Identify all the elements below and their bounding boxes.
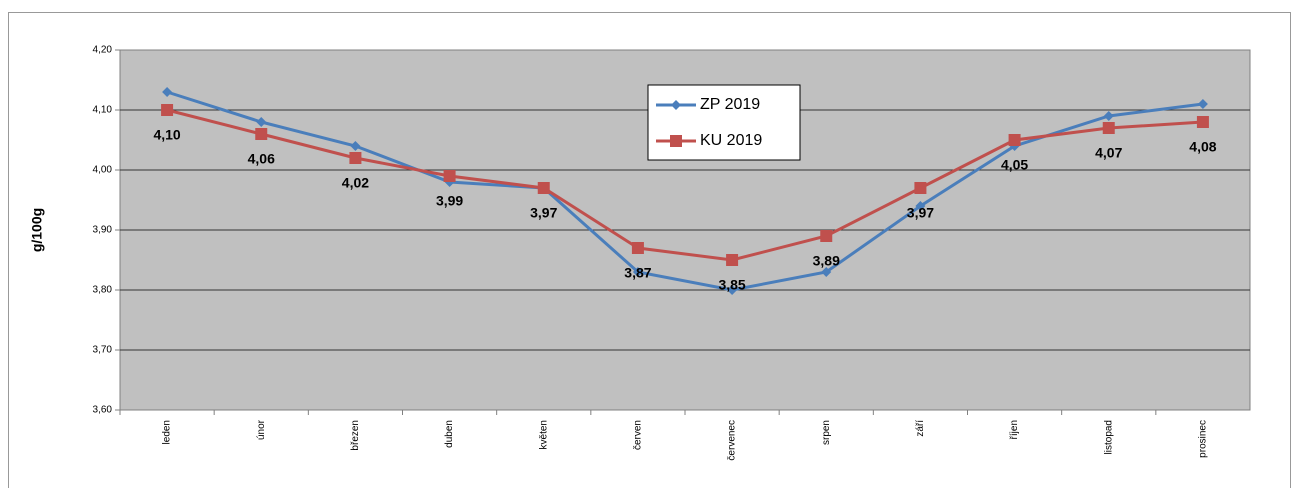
- x-tick-label: březen: [350, 420, 361, 451]
- point: [726, 254, 739, 266]
- point: [255, 128, 268, 140]
- x-tick-label: červen: [633, 420, 644, 450]
- y-tick-label: 4,00: [93, 165, 113, 176]
- x-tick-label: únor: [256, 419, 267, 440]
- point: [914, 182, 927, 194]
- point: [670, 135, 682, 147]
- data-label: 4,02: [342, 175, 369, 191]
- x-tick-label: leden: [162, 420, 173, 444]
- point: [537, 182, 550, 194]
- data-label: 4,08: [1189, 139, 1216, 155]
- y-tick-label: 3,80: [93, 285, 113, 296]
- data-label: 3,97: [907, 205, 934, 221]
- point: [162, 87, 173, 97]
- point: [1196, 116, 1209, 128]
- data-label: 4,06: [248, 151, 275, 167]
- x-tick-label: prosinec: [1198, 420, 1209, 458]
- data-label: 3,87: [624, 265, 651, 281]
- point: [1197, 99, 1208, 109]
- data-label: 3,99: [436, 193, 463, 209]
- legend: [647, 84, 801, 161]
- point: [161, 104, 174, 116]
- point: [443, 170, 456, 182]
- x-tick-label: duben: [444, 420, 455, 448]
- data-label: 4,05: [1001, 157, 1028, 173]
- point: [256, 117, 267, 127]
- y-tick-label: 3,70: [93, 345, 113, 356]
- point: [671, 100, 681, 110]
- point: [1102, 122, 1115, 134]
- point: [349, 152, 362, 164]
- x-tick-label: září: [915, 420, 926, 437]
- series-line: [166, 108, 1204, 262]
- x-tick-label: listopad: [1103, 420, 1114, 454]
- legend-label: KU 2019: [700, 132, 762, 149]
- point: [632, 267, 643, 277]
- point: [1008, 134, 1021, 146]
- y-tick-label: 3,90: [93, 225, 113, 236]
- data-label: 4,07: [1095, 145, 1122, 161]
- legend-label: ZP 2019: [700, 96, 760, 113]
- data-label: 3,89: [813, 253, 840, 269]
- point: [631, 242, 644, 254]
- y-tick-label: 4,20: [93, 45, 113, 56]
- data-label: 3,85: [718, 277, 745, 293]
- x-tick-label: říjen: [1009, 420, 1020, 439]
- x-tick-label: květen: [538, 420, 549, 449]
- point: [820, 230, 833, 242]
- point: [1103, 111, 1114, 121]
- point: [821, 267, 832, 277]
- x-tick-label: červenec: [727, 420, 738, 461]
- series-line: [166, 90, 1204, 292]
- y-axis-label: g/100g: [29, 208, 45, 252]
- point: [350, 141, 361, 151]
- point: [727, 285, 738, 295]
- data-label: 4,10: [153, 127, 180, 143]
- y-tick-label: 3,60: [93, 405, 113, 416]
- x-tick-label: srpen: [821, 420, 832, 445]
- data-label: 3,97: [530, 205, 557, 221]
- y-tick-label: 4,10: [93, 105, 113, 116]
- point: [915, 201, 926, 211]
